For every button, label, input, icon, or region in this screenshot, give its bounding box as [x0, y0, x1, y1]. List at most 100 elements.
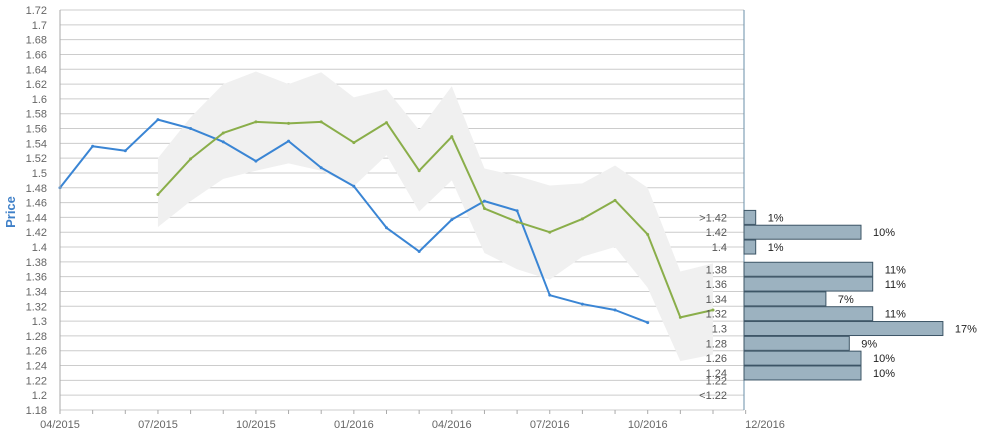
- distribution-bar: [743, 321, 944, 337]
- actual-data-point: [515, 209, 519, 213]
- distribution-pct-label: 10%: [873, 227, 895, 239]
- distribution-bin-label: 1.28: [706, 338, 727, 350]
- y-tick-label: 1.58: [26, 109, 47, 121]
- distribution-pct-label: 10%: [873, 368, 895, 380]
- actual-data-point: [221, 140, 225, 144]
- x-tick-label: 04/2015: [40, 419, 80, 431]
- actual-data-point: [189, 127, 193, 131]
- series-layer: [58, 118, 715, 325]
- distribution-bar: [743, 335, 850, 351]
- x-tick-label: 04/2016: [432, 419, 472, 431]
- distribution-bin-label: 1.34: [706, 294, 727, 306]
- forecast-data-point: [254, 120, 258, 124]
- x-tick-label: 10/2015: [236, 419, 276, 431]
- actual-data-point: [450, 218, 454, 222]
- y-tick-label: 1.68: [26, 35, 47, 47]
- distribution-layer: >1.42 1% 1.42 10% 1.4 1% 1.38 11% 1.36 11% 1.34 7% 1…: [699, 209, 977, 402]
- distribution-pct-label: 17%: [955, 324, 977, 336]
- distribution-pct-label: 9%: [861, 338, 877, 350]
- distribution-bin-label: 1.42: [706, 227, 727, 239]
- y-tick-label: 1.5: [32, 168, 47, 180]
- distribution-bin-label: 1.32: [706, 309, 727, 321]
- y-tick-label: 1.34: [26, 286, 47, 298]
- distribution-bin-label: >1.42: [699, 212, 727, 224]
- confidence-band-layer: [157, 71, 713, 362]
- forecast-data-point: [548, 230, 552, 234]
- y-tick-label: 1.4: [32, 242, 47, 254]
- y-tick-label: 1.46: [26, 198, 47, 210]
- distribution-bin-label: <1.22: [699, 390, 727, 402]
- forecast-data-point: [189, 157, 193, 161]
- distribution-bar: [743, 276, 874, 292]
- y-tick-label: 1.26: [26, 346, 47, 358]
- forecast-data-point: [711, 308, 715, 312]
- y-tick-label: 1.18: [26, 405, 47, 417]
- y-tick-label: 1.7: [32, 20, 47, 32]
- actual-data-point: [417, 249, 421, 253]
- actual-data-point: [319, 166, 323, 170]
- forecast-series-line: [157, 120, 714, 319]
- distribution-bar: [743, 261, 874, 277]
- y-tick-label: 1.52: [26, 153, 47, 165]
- y-tick-label: 1.64: [26, 64, 47, 76]
- axis-layer: 1.181.21.221.241.261.281.31.321.341.361.…: [26, 5, 785, 431]
- distribution-bar: [743, 365, 862, 381]
- forecast-data-point: [613, 198, 617, 202]
- y-tick-label: 1.72: [26, 5, 47, 17]
- forecast-data-point: [482, 207, 486, 211]
- distribution-pct-label: 10%: [873, 353, 895, 365]
- actual-data-point: [646, 321, 650, 325]
- x-tick-label: 12/2016: [745, 419, 785, 431]
- actual-data-point: [613, 308, 617, 312]
- actual-data-point: [580, 302, 584, 306]
- forecast-data-point: [221, 131, 225, 135]
- distribution-bar: [743, 224, 862, 240]
- actual-data-point: [287, 139, 291, 143]
- forecast-data-point: [450, 135, 454, 139]
- x-tick-label: 07/2016: [530, 419, 570, 431]
- y-tick-label: 1.3: [32, 316, 47, 328]
- actual-data-point: [352, 184, 356, 188]
- forecast-data-point: [156, 192, 160, 196]
- forecast-data-point: [678, 315, 682, 319]
- distribution-bar: [743, 306, 874, 322]
- actual-data-point: [548, 293, 552, 297]
- actual-data-point: [123, 149, 127, 153]
- distribution-bin-label: 1.38: [706, 264, 727, 276]
- distribution-bar: [743, 350, 862, 366]
- distribution-pct-label: 7%: [838, 294, 854, 306]
- actual-data-point: [254, 159, 258, 163]
- y-tick-label: 1.22: [26, 375, 47, 387]
- distribution-bin-label: 1.4: [712, 242, 727, 254]
- forecast-data-point: [385, 121, 388, 125]
- y-tick-label: 1.42: [26, 227, 47, 239]
- y-tick-label: 1.44: [26, 212, 47, 224]
- actual-data-point: [482, 199, 486, 203]
- distribution-bar: [743, 209, 757, 225]
- actual-data-point: [385, 226, 388, 230]
- distribution-pct-label: 11%: [885, 264, 906, 276]
- forecast-data-point: [352, 141, 356, 145]
- y-tick-label: 1.6: [32, 94, 47, 106]
- forecast-data-point: [417, 169, 421, 173]
- y-tick-label: 1.54: [26, 138, 47, 150]
- y-tick-label: 1.32: [26, 301, 47, 313]
- forecast-data-point: [287, 121, 291, 125]
- x-tick-label: 01/2016: [334, 419, 374, 431]
- y-tick-label: 1.28: [26, 331, 47, 343]
- distribution-bar: [743, 239, 757, 255]
- y-tick-label: 1.56: [26, 124, 47, 136]
- distribution-pct-label: 11%: [885, 309, 906, 321]
- distribution-bar: [743, 291, 827, 307]
- distribution-bin-label: 1.26: [706, 353, 727, 365]
- y-tick-label: 1.48: [26, 183, 47, 195]
- y-tick-label: 1.36: [26, 272, 47, 284]
- distribution-bin-label: 1.22: [706, 375, 727, 387]
- y-tick-label: 1.38: [26, 257, 47, 269]
- y-axis-title: Price: [3, 196, 18, 228]
- y-tick-label: 1.62: [26, 79, 47, 91]
- forecast-data-point: [515, 220, 519, 224]
- distribution-bin-label: 1.3: [712, 324, 727, 336]
- forecast-data-point: [646, 232, 650, 236]
